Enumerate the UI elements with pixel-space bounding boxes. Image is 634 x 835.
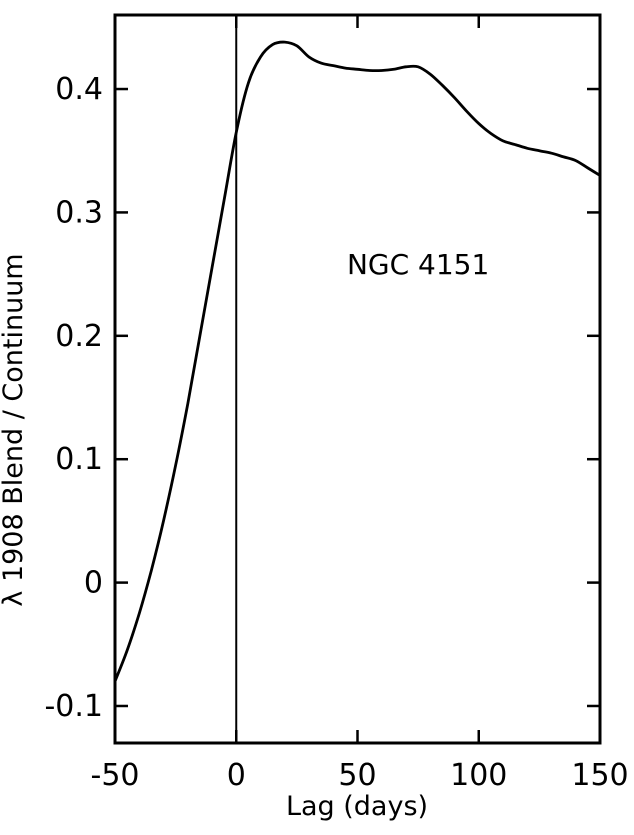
y-axis: -0.1 0 0.1 0.2 0.3 0.4 [44,72,600,724]
y-axis-title: λ 1908 Blend / Continuum [0,253,29,606]
x-axis: -50 0 50 100 150 [91,15,629,793]
x-tick-label: 0 [227,758,246,793]
y-tick-label: 0 [84,566,103,601]
annotation-label: NGC 4151 [347,248,489,281]
y-tick-label: 0.2 [55,319,103,354]
x-axis-title: Lag (days) [286,791,428,822]
y-tick-label: 0.3 [55,195,103,230]
plot-area: NGC 4151 [113,13,602,745]
y-tick-label: 0.4 [55,72,103,107]
x-tick-label: -50 [91,758,140,793]
y-tick-label: 0.1 [55,442,103,477]
series-line-0 [113,40,601,682]
plot-frame [113,13,602,745]
y-tick-label: -0.1 [44,689,103,724]
x-tick-label: 100 [450,758,507,793]
x-tick-label: 150 [571,758,628,793]
x-tick-label: 50 [338,758,376,793]
